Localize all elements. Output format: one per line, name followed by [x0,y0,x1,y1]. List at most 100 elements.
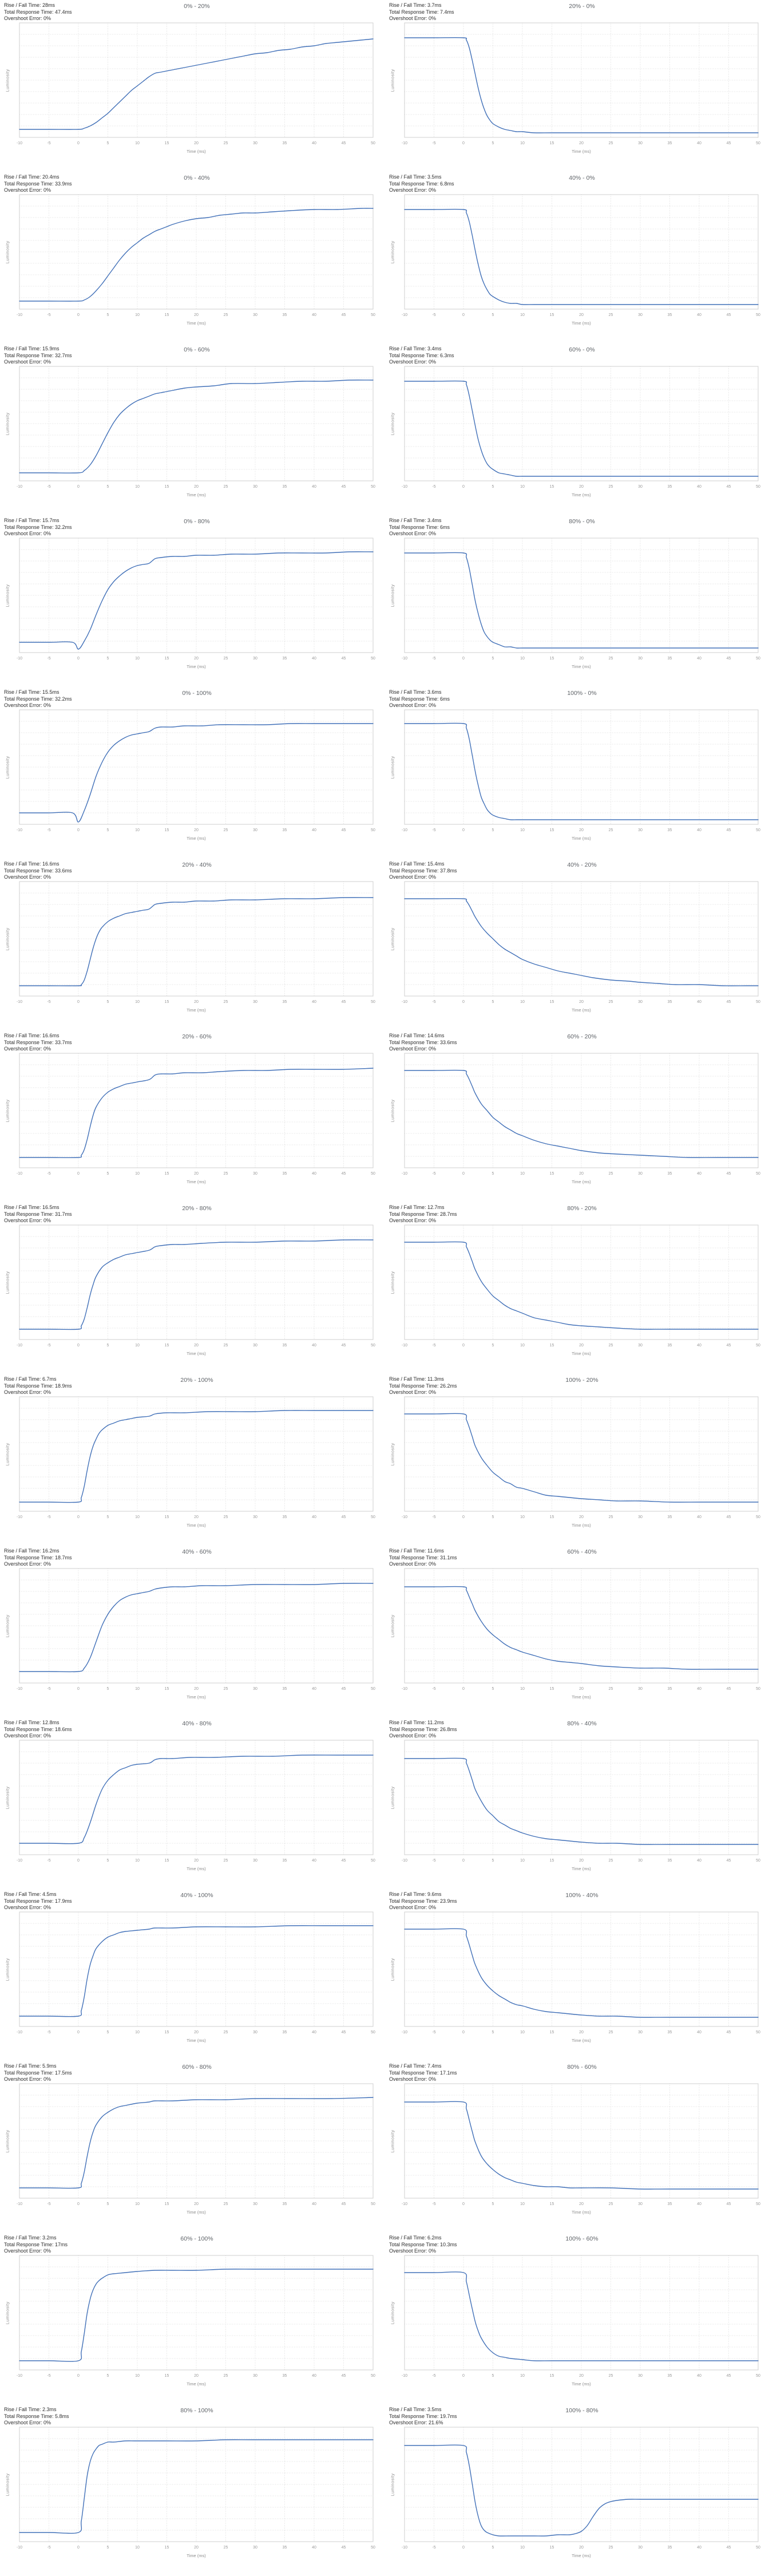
x-tick-label: 40 [312,2030,316,2034]
x-axis-label: Time (ms) [572,1866,591,1871]
x-tick-label: 10 [135,828,140,832]
overshoot-error: Overshoot Error: 0% [389,187,437,193]
y-axis-label-wrap: Luminosity [385,365,400,482]
x-tick-label: 50 [756,2202,760,2206]
x-tick-label: -10 [17,828,22,832]
x-tick-label: 40 [697,313,701,317]
x-tick-label: -5 [47,1687,50,1691]
plot-frame [19,1053,374,1168]
y-axis-label-wrap: Luminosity [385,537,400,654]
total-response-time: Total Response Time: 5.8ms [4,2413,69,2419]
x-tick-label: 10 [520,2030,525,2034]
x-tick-label: 10 [520,1172,525,1176]
x-tick-label: 25 [609,828,613,832]
x-tick-label: 20 [579,2546,584,2550]
x-tick-label: 20 [194,1859,199,1863]
y-axis-label: Luminosity [5,584,10,607]
x-tick-label: 10 [520,657,525,661]
y-axis-label-wrap: Luminosity [385,709,400,825]
x-tick-label: 10 [135,1687,140,1691]
x-tick-label: 20 [194,1000,199,1004]
chart-title: 0% - 40% [184,175,210,181]
x-tick-label: -10 [402,828,407,832]
x-tick-label: 5 [107,2374,109,2378]
x-tick-label: 40 [697,1515,701,1519]
x-tick-label: 0 [77,1172,80,1176]
x-tick-label: -5 [47,1172,50,1176]
x-tick-label: 45 [727,485,731,489]
x-tick-label: 0 [462,2546,465,2550]
chart-plot: -10 -5 0 5 10 15 20 25 30 35 40 45 50 Time (ms) [17,2083,375,2215]
x-tick-label: -5 [432,2374,435,2378]
chart-stats: Rise / Fall Time: 16.6ms Total Response … [4,1033,72,1053]
rise-fall-time: Rise / Fall Time: 28ms [4,2,56,8]
x-tick-label: 40 [312,1172,316,1176]
x-tick-label: 20 [579,1515,584,1519]
total-response-time: Total Response Time: 31.7ms [4,1211,72,1217]
luminosity-curve [404,2444,759,2537]
x-tick-label: 25 [224,1687,228,1691]
x-tick-label: 5 [492,2374,494,2378]
x-tick-label: 10 [135,313,140,317]
x-tick-label: 15 [550,1344,554,1348]
transition-chart: Rise / Fall Time: 16.5ms Total Response … [0,1202,380,1374]
x-tick-label: 10 [520,1344,525,1348]
x-tick-label: 40 [697,1172,701,1176]
x-axis-label: Time (ms) [572,1523,591,1528]
transition-chart: Rise / Fall Time: 4.5ms Total Response T… [0,1889,380,2061]
x-tick-label: -10 [402,657,407,661]
y-axis-label: Luminosity [5,1614,10,1637]
chart-plot: -10 -5 0 5 10 15 20 25 30 35 40 45 50 Time (ms) [402,1053,760,1184]
overshoot-error: Overshoot Error: 0% [4,1046,51,1052]
x-tick-label: 40 [312,1687,316,1691]
transition-chart: Rise / Fall Time: 2.3ms Total Response T… [0,2404,380,2576]
x-tick-label: 45 [727,313,731,317]
x-tick-label: 0 [462,2202,465,2206]
x-tick-label: 30 [638,1859,643,1863]
x-tick-label: 5 [107,1515,109,1519]
chart-title: 80% - 40% [567,1720,597,1727]
x-tick-label: 30 [253,313,257,317]
x-tick-label: -5 [432,1000,435,1004]
chart-stats: Rise / Fall Time: 3.4ms Total Response T… [389,346,454,366]
x-tick-label: 15 [550,2374,554,2378]
rise-fall-time: Rise / Fall Time: 15.5ms [4,689,60,695]
y-axis-label-wrap: Luminosity [0,1052,15,1169]
chart-title: 40% - 100% [180,1892,213,1899]
chart-plot: -10 -5 0 5 10 15 20 25 30 35 40 45 50 Time (ms) [402,366,760,497]
y-axis-label-wrap: Luminosity [0,1396,15,1512]
y-axis-label-wrap: Luminosity [385,2426,400,2543]
plot-frame [404,709,759,825]
x-axis-label: Time (ms) [187,321,206,326]
x-tick-label: 15 [165,2202,169,2206]
luminosity-curve [404,1241,759,1330]
x-tick-label: 30 [638,2546,643,2550]
x-tick-label: -10 [402,1000,407,1004]
total-response-time: Total Response Time: 6ms [389,524,450,530]
chart-stats: Rise / Fall Time: 15.7ms Total Response … [4,517,72,538]
x-tick-label: 20 [579,1172,584,1176]
x-tick-label: 0 [77,1344,80,1348]
overshoot-error: Overshoot Error: 0% [4,2076,51,2082]
x-tick-label: 15 [165,1687,169,1691]
x-tick-label: 50 [371,2546,375,2550]
total-response-time: Total Response Time: 33.9ms [4,180,72,187]
x-tick-label: 45 [727,1344,731,1348]
transition-chart: Rise / Fall Time: 3.4ms Total Response T… [385,515,765,687]
x-tick-label: 5 [492,485,494,489]
x-tick-label: 35 [283,1859,287,1863]
rise-fall-time: Rise / Fall Time: 5.9ms [4,2063,57,2069]
x-tick-label: 0 [462,1859,465,1863]
x-tick-label: 25 [609,1859,613,1863]
x-tick-label: -10 [17,2202,22,2206]
x-tick-label: 5 [107,485,109,489]
y-axis-label: Luminosity [390,1271,395,1294]
x-axis-label: Time (ms) [572,2381,591,2387]
x-tick-label: 0 [77,141,80,145]
total-response-time: Total Response Time: 17.5ms [4,2069,72,2076]
x-axis-label: Time (ms) [572,149,591,154]
x-tick-label: 50 [756,1000,760,1004]
x-tick-label: 45 [342,1859,346,1863]
chart-plot: -10 -5 0 5 10 15 20 25 30 35 40 45 50 Time (ms) [402,1224,760,1356]
overshoot-error: Overshoot Error: 0% [4,874,51,880]
